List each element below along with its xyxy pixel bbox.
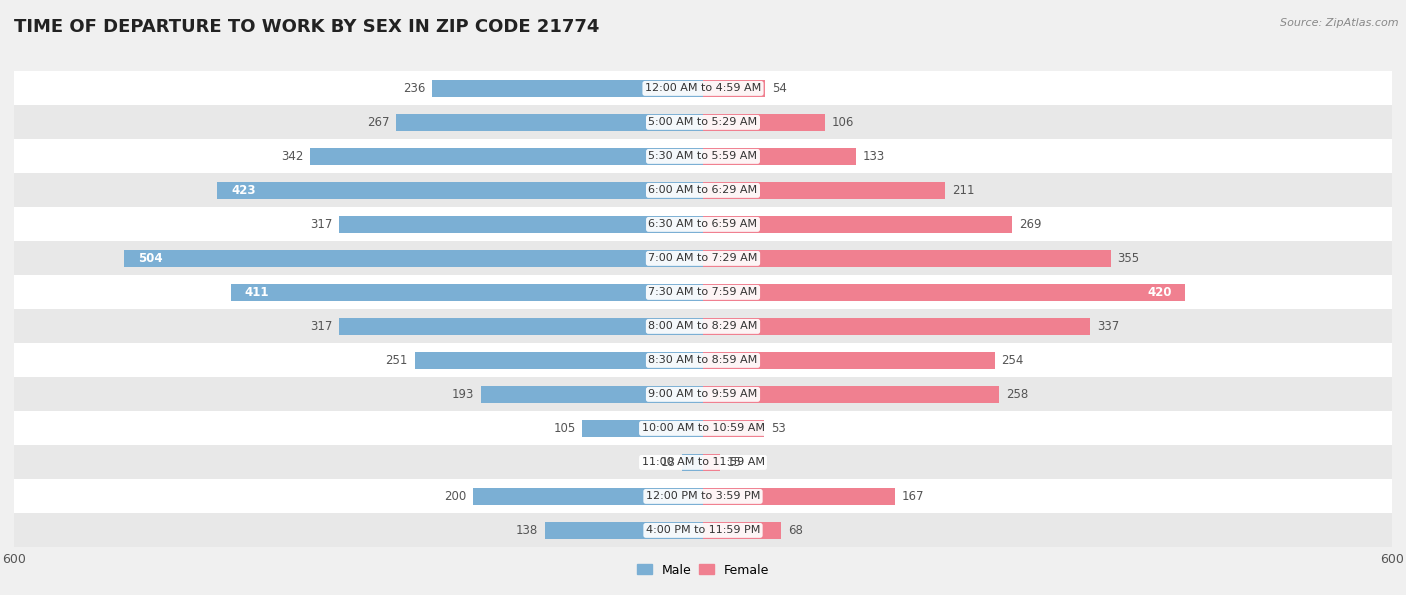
Text: 504: 504: [138, 252, 163, 265]
Bar: [703, 114, 825, 131]
Bar: [703, 487, 894, 505]
Bar: [339, 215, 703, 233]
Text: 6:00 AM to 6:29 AM: 6:00 AM to 6:29 AM: [648, 186, 758, 195]
Bar: [703, 148, 856, 165]
Text: 133: 133: [863, 150, 884, 163]
Text: 68: 68: [787, 524, 803, 537]
Bar: [415, 352, 703, 369]
Text: 11:00 AM to 11:59 AM: 11:00 AM to 11:59 AM: [641, 458, 765, 468]
Bar: [481, 386, 703, 403]
Text: 355: 355: [1118, 252, 1140, 265]
Text: 236: 236: [402, 82, 425, 95]
Bar: [14, 309, 1392, 343]
Text: 12:00 AM to 4:59 AM: 12:00 AM to 4:59 AM: [645, 83, 761, 93]
Bar: [14, 343, 1392, 377]
Text: 18: 18: [661, 456, 675, 469]
Text: 411: 411: [245, 286, 270, 299]
Bar: [474, 487, 703, 505]
Bar: [396, 114, 703, 131]
Legend: Male, Female: Male, Female: [631, 559, 775, 581]
Text: Source: ZipAtlas.com: Source: ZipAtlas.com: [1281, 18, 1399, 28]
Text: 6:30 AM to 6:59 AM: 6:30 AM to 6:59 AM: [648, 220, 758, 230]
Text: 317: 317: [309, 320, 332, 333]
Text: 258: 258: [1007, 388, 1028, 401]
Bar: [682, 453, 703, 471]
Text: 342: 342: [281, 150, 304, 163]
Text: 12:00 PM to 3:59 PM: 12:00 PM to 3:59 PM: [645, 491, 761, 502]
Text: 267: 267: [367, 116, 389, 129]
Text: 5:00 AM to 5:29 AM: 5:00 AM to 5:29 AM: [648, 117, 758, 127]
Bar: [14, 105, 1392, 139]
Bar: [124, 249, 703, 267]
Bar: [14, 71, 1392, 105]
Bar: [14, 208, 1392, 242]
Text: 4:00 PM to 11:59 PM: 4:00 PM to 11:59 PM: [645, 525, 761, 536]
Text: 251: 251: [385, 354, 408, 367]
Bar: [311, 148, 703, 165]
Bar: [703, 419, 763, 437]
Bar: [14, 377, 1392, 411]
Bar: [14, 242, 1392, 275]
Text: 8:30 AM to 8:59 AM: 8:30 AM to 8:59 AM: [648, 355, 758, 365]
Text: 167: 167: [901, 490, 924, 503]
Text: 5:30 AM to 5:59 AM: 5:30 AM to 5:59 AM: [648, 151, 758, 161]
Bar: [14, 513, 1392, 547]
Bar: [703, 80, 765, 97]
Bar: [703, 181, 945, 199]
Text: 200: 200: [444, 490, 467, 503]
Text: 254: 254: [1001, 354, 1024, 367]
Bar: [14, 139, 1392, 173]
Bar: [231, 284, 703, 301]
Bar: [582, 419, 703, 437]
Text: 317: 317: [309, 218, 332, 231]
Text: 54: 54: [772, 82, 787, 95]
Text: 53: 53: [770, 422, 786, 435]
Text: 211: 211: [952, 184, 974, 197]
Bar: [14, 275, 1392, 309]
Bar: [544, 522, 703, 539]
Text: 10:00 AM to 10:59 AM: 10:00 AM to 10:59 AM: [641, 424, 765, 433]
Text: 269: 269: [1019, 218, 1042, 231]
Text: 106: 106: [831, 116, 853, 129]
Text: 105: 105: [554, 422, 575, 435]
Text: 193: 193: [453, 388, 474, 401]
Text: 15: 15: [727, 456, 742, 469]
Text: 8:00 AM to 8:29 AM: 8:00 AM to 8:29 AM: [648, 321, 758, 331]
Bar: [339, 318, 703, 335]
Bar: [703, 386, 1000, 403]
Bar: [432, 80, 703, 97]
Bar: [14, 173, 1392, 208]
Bar: [14, 411, 1392, 446]
Text: 420: 420: [1147, 286, 1171, 299]
Text: 138: 138: [516, 524, 537, 537]
Bar: [218, 181, 703, 199]
Bar: [703, 522, 782, 539]
Bar: [703, 215, 1012, 233]
Text: 423: 423: [231, 184, 256, 197]
Text: 7:30 AM to 7:59 AM: 7:30 AM to 7:59 AM: [648, 287, 758, 298]
Bar: [703, 453, 720, 471]
Bar: [703, 284, 1185, 301]
Bar: [14, 480, 1392, 513]
Bar: [14, 446, 1392, 480]
Text: 337: 337: [1097, 320, 1119, 333]
Text: 7:00 AM to 7:29 AM: 7:00 AM to 7:29 AM: [648, 253, 758, 264]
Text: 9:00 AM to 9:59 AM: 9:00 AM to 9:59 AM: [648, 389, 758, 399]
Bar: [703, 352, 994, 369]
Text: TIME OF DEPARTURE TO WORK BY SEX IN ZIP CODE 21774: TIME OF DEPARTURE TO WORK BY SEX IN ZIP …: [14, 18, 599, 36]
Bar: [703, 249, 1111, 267]
Bar: [703, 318, 1090, 335]
